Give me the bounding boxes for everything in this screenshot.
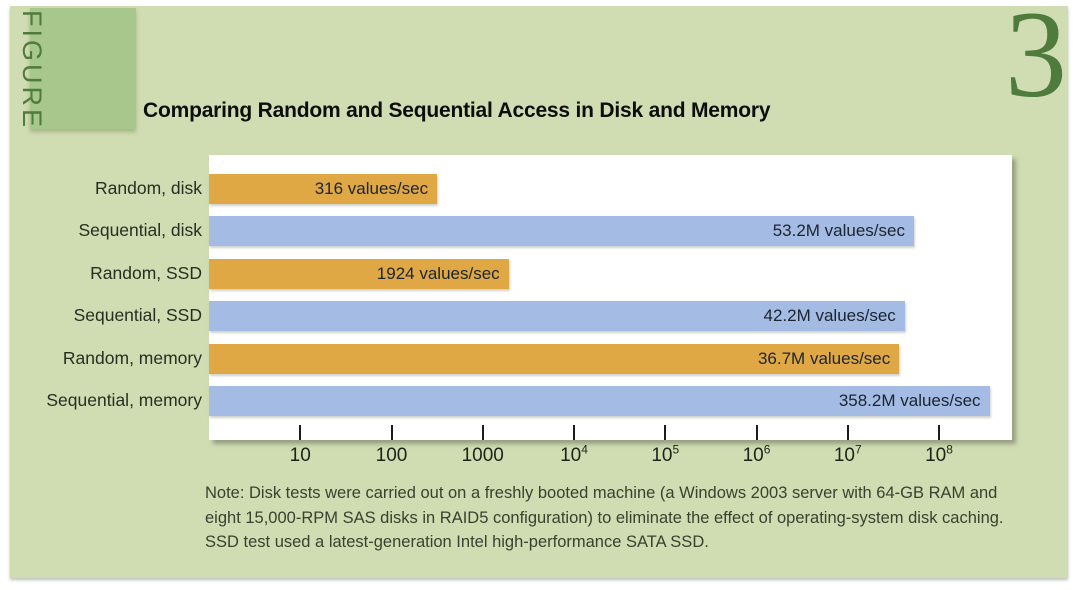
figure-label: FIGURE bbox=[17, 10, 47, 131]
bar-value-label: 42.2M values/sec bbox=[763, 306, 896, 326]
chart-plot-area: 316 values/sec 53.2M values/sec 1924 value… bbox=[209, 155, 1012, 440]
axis-tick-base: 100 bbox=[375, 445, 408, 466]
axis-tick-exponent: 8 bbox=[946, 442, 953, 457]
axis-tick-base: 10 bbox=[833, 445, 855, 466]
axis-tick-mark bbox=[299, 425, 302, 440]
bar-random: 36.7M values/sec bbox=[209, 343, 900, 374]
axis-tick-mark bbox=[664, 425, 667, 440]
axis-tick-label: 1000 bbox=[462, 445, 504, 467]
bar-value-label: 316 values/sec bbox=[314, 179, 429, 198]
axis-tick-base: 10 bbox=[289, 445, 311, 466]
axis-tick-mark bbox=[573, 425, 575, 440]
note-line: eight 15,000-RPM SAS disks in RAID5 conf… bbox=[205, 508, 1004, 527]
axis-tick-label: 106 bbox=[742, 442, 771, 467]
bar-random: 316 values/sec bbox=[209, 174, 438, 204]
axis-tick-label: 108 bbox=[925, 442, 953, 467]
bar-sequential: 358.2M values/sec bbox=[209, 386, 990, 416]
axis-tick-base: 1000 bbox=[461, 445, 504, 466]
bar-value-label: 1924 values/sec bbox=[376, 263, 500, 283]
bar-value-label: 358.2M values/sec bbox=[838, 391, 981, 410]
axis-tick-mark bbox=[390, 425, 393, 440]
bar-value-label: 36.7M values/sec bbox=[757, 348, 891, 368]
figure-number: 3 bbox=[1005, 0, 1067, 123]
axis-tick-label: 107 bbox=[833, 442, 862, 467]
category-label: Sequential, memory bbox=[46, 390, 202, 410]
axis-tick-label: 10 bbox=[290, 445, 311, 467]
category-label: Sequential, disk bbox=[78, 220, 202, 241]
note-line: SSD test used a latest-generation Intel … bbox=[205, 533, 709, 551]
category-label: Random, SSD bbox=[90, 262, 202, 283]
axis-tick-label: 104 bbox=[560, 442, 588, 467]
category-label: Random, memory bbox=[62, 347, 202, 368]
axis-tick-mark bbox=[846, 425, 849, 440]
axis-tick-base: 10 bbox=[925, 445, 947, 466]
bar-sequential: 42.2M values/sec bbox=[209, 301, 905, 332]
bar-value-label: 53.2M values/sec bbox=[772, 221, 905, 241]
axis-tick-base: 10 bbox=[742, 445, 764, 466]
category-label: Sequential, SSD bbox=[73, 305, 202, 326]
axis-tick-label: 105 bbox=[651, 442, 680, 467]
note-line: Note: Disk tests were carried out on a f… bbox=[205, 484, 998, 502]
figure-note: Note: Disk tests were carried out on a f… bbox=[205, 481, 1004, 555]
category-label: Random, disk bbox=[95, 178, 202, 198]
axis-tick-mark bbox=[938, 425, 940, 440]
bar-random: 1924 values/sec bbox=[209, 258, 509, 289]
axis-tick-exponent: 4 bbox=[581, 442, 588, 457]
axis-tick-label: 100 bbox=[376, 445, 408, 467]
axis-tick-exponent: 5 bbox=[672, 442, 680, 457]
figure-number-box bbox=[30, 8, 136, 129]
axis-tick-mark bbox=[481, 425, 484, 440]
axis-tick-exponent: 7 bbox=[854, 442, 862, 457]
axis-tick-base: 10 bbox=[560, 445, 582, 466]
axis-tick-base: 10 bbox=[651, 445, 673, 466]
chart-title: Comparing Random and Sequential Access i… bbox=[143, 99, 771, 122]
axis-tick-exponent: 6 bbox=[763, 442, 771, 457]
bar-sequential: 53.2M values/sec bbox=[209, 216, 914, 247]
axis-tick-mark bbox=[755, 425, 758, 440]
